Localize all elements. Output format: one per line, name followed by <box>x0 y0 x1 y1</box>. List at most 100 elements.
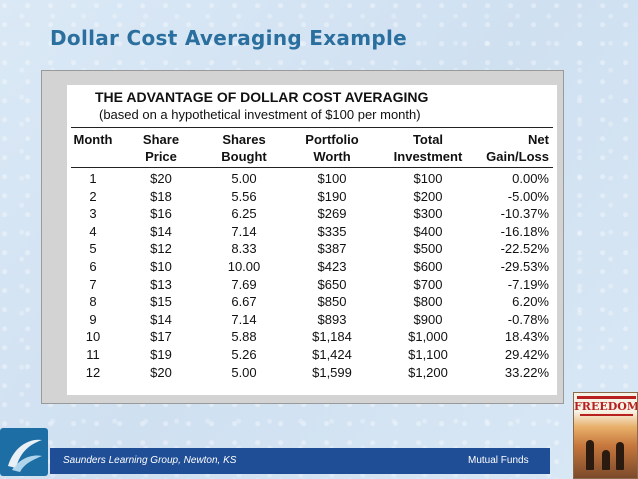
cell-total-investment: $900 <box>413 311 443 327</box>
cell-portfolio-worth: $1,184 <box>312 329 352 345</box>
col-header-total-investment: Total <box>412 132 444 147</box>
cell-portfolio-worth: $423 <box>317 259 347 274</box>
table-row: 12 $20 5.00 $1,599 $1,200 33.22% <box>67 365 557 382</box>
table-row: 10 $17 5.88 $1,184 $1,000 18.43% <box>67 329 557 346</box>
cell-shares-bought: 7.69 <box>231 276 257 292</box>
cell-total-investment: $100 <box>413 171 443 186</box>
col-header-shares-bought-line2: Bought <box>221 149 267 164</box>
table-row: 4 $14 7.14 $335 $400 -16.18% <box>67 224 557 241</box>
cell-total-investment: $300 <box>413 206 443 222</box>
book-figure-child <box>602 450 610 470</box>
table-image: THE ADVANTAGE OF DOLLAR COST AVERAGING (… <box>41 70 564 404</box>
cell-portfolio-worth: $1,424 <box>312 347 352 362</box>
cell-net-gain-loss: 18.43% <box>504 329 549 345</box>
cell-share-price: $20 <box>150 171 172 186</box>
table-row: 7 $13 7.69 $650 $700 -7.19% <box>67 277 557 294</box>
cell-portfolio-worth: $100 <box>317 171 347 186</box>
cell-month: 6 <box>89 259 97 274</box>
book-cover-image: FREEDOM <box>573 392 638 479</box>
cell-share-price: $13 <box>150 276 172 292</box>
cell-total-investment: $1,100 <box>408 347 448 362</box>
table-row: 3 $16 6.25 $269 $300 -10.37% <box>67 206 557 223</box>
swoosh-logo-icon <box>0 428 48 476</box>
slide-title: Dollar Cost Averaging Example <box>50 26 407 50</box>
table-subheading: (based on a hypothetical investment of $… <box>99 107 421 122</box>
cell-share-price: $17 <box>150 329 172 345</box>
cell-net-gain-loss: 33.22% <box>504 364 549 380</box>
cell-shares-bought: 5.88 <box>231 329 257 345</box>
cell-share-price: $15 <box>150 294 172 310</box>
cell-shares-bought: 5.00 <box>231 364 257 380</box>
cell-net-gain-loss: -22.52% <box>500 241 549 257</box>
col-header-portfolio-worth-line2: Worth <box>313 149 351 164</box>
cell-net-gain-loss: -5.00% <box>507 188 549 204</box>
table-row: 5 $12 8.33 $387 $500 -22.52% <box>67 241 557 258</box>
cell-month: 2 <box>89 188 97 204</box>
table-row: 9 $14 7.14 $893 $900 -0.78% <box>67 312 557 329</box>
cell-month: 11 <box>86 347 100 362</box>
col-header-net-gain-loss-line2: Gain/Loss <box>486 149 549 164</box>
cell-share-price: $12 <box>150 241 172 257</box>
cell-total-investment: $200 <box>413 188 443 204</box>
cell-share-price: $20 <box>150 364 172 380</box>
header-row-1: Month Share Shares Portfolio Total Net <box>67 132 557 149</box>
book-rule <box>580 414 633 416</box>
table-heading: THE ADVANTAGE OF DOLLAR COST AVERAGING <box>95 89 429 105</box>
cell-month: 7 <box>89 276 97 292</box>
cell-total-investment: $500 <box>413 241 443 257</box>
footer-topic: Mutual Funds <box>468 455 529 466</box>
cell-shares-bought: 7.14 <box>231 311 257 327</box>
cell-net-gain-loss: -29.53% <box>500 259 549 274</box>
footer-band <box>50 448 550 474</box>
cell-portfolio-worth: $650 <box>317 276 347 292</box>
col-header-total-investment-line2: Investment <box>393 149 463 164</box>
cell-month: 4 <box>89 223 97 239</box>
cell-share-price: $14 <box>150 223 172 239</box>
cell-share-price: $10 <box>150 259 172 274</box>
table-row: 6 $10 10.00 $423 $600 -29.53% <box>67 259 557 276</box>
book-top-band <box>577 396 636 399</box>
cell-shares-bought: 5.00 <box>231 171 257 186</box>
header-row-2: Price Bought Worth Investment Gain/Loss <box>67 149 557 166</box>
cell-portfolio-worth: $269 <box>317 206 347 222</box>
cell-portfolio-worth: $1,599 <box>312 364 352 380</box>
cell-total-investment: $800 <box>413 294 443 310</box>
cell-total-investment: $1,200 <box>408 364 448 380</box>
col-header-shares-bought: Shares <box>222 132 266 147</box>
cell-portfolio-worth: $335 <box>317 223 347 239</box>
cell-shares-bought: 5.26 <box>231 347 257 362</box>
cell-net-gain-loss: -16.18% <box>500 223 549 239</box>
cell-month: 12 <box>85 364 101 380</box>
cell-month: 3 <box>89 206 97 222</box>
cell-shares-bought: 6.25 <box>231 206 257 222</box>
cell-portfolio-worth: $850 <box>317 294 347 310</box>
cell-total-investment: $700 <box>413 276 443 292</box>
cell-shares-bought: 8.33 <box>231 241 257 257</box>
cell-month: 1 <box>89 171 97 186</box>
cell-total-investment: $1,000 <box>408 329 448 345</box>
header-rule-bottom <box>71 167 553 168</box>
cell-shares-bought: 10.00 <box>227 259 261 274</box>
cell-total-investment: $400 <box>413 223 443 239</box>
col-header-month: Month <box>73 132 113 147</box>
cell-portfolio-worth: $387 <box>317 241 347 257</box>
cell-shares-bought: 6.67 <box>231 294 257 310</box>
col-header-portfolio-worth: Portfolio <box>305 132 359 147</box>
cell-net-gain-loss: 29.42% <box>504 347 549 362</box>
cell-portfolio-worth: $190 <box>317 188 347 204</box>
cell-total-investment: $600 <box>413 259 443 274</box>
cell-shares-bought: 5.56 <box>231 188 257 204</box>
col-header-share-price-line2: Price <box>145 149 177 164</box>
book-figure-adult <box>586 440 594 470</box>
cell-share-price: $14 <box>150 311 172 327</box>
data-table: THE ADVANTAGE OF DOLLAR COST AVERAGING (… <box>67 85 557 395</box>
header-rule-top <box>71 127 553 128</box>
cell-share-price: $19 <box>150 347 172 362</box>
table-row: 2 $18 5.56 $190 $200 -5.00% <box>67 189 557 206</box>
cell-net-gain-loss: -7.19% <box>507 276 549 292</box>
table-row: 8 $15 6.67 $850 $800 6.20% <box>67 294 557 311</box>
cell-net-gain-loss: -0.78% <box>507 311 549 327</box>
table-row: 1 $20 5.00 $100 $100 0.00% <box>67 171 557 188</box>
book-title: FREEDOM <box>574 400 638 413</box>
cell-month: 8 <box>89 294 97 310</box>
